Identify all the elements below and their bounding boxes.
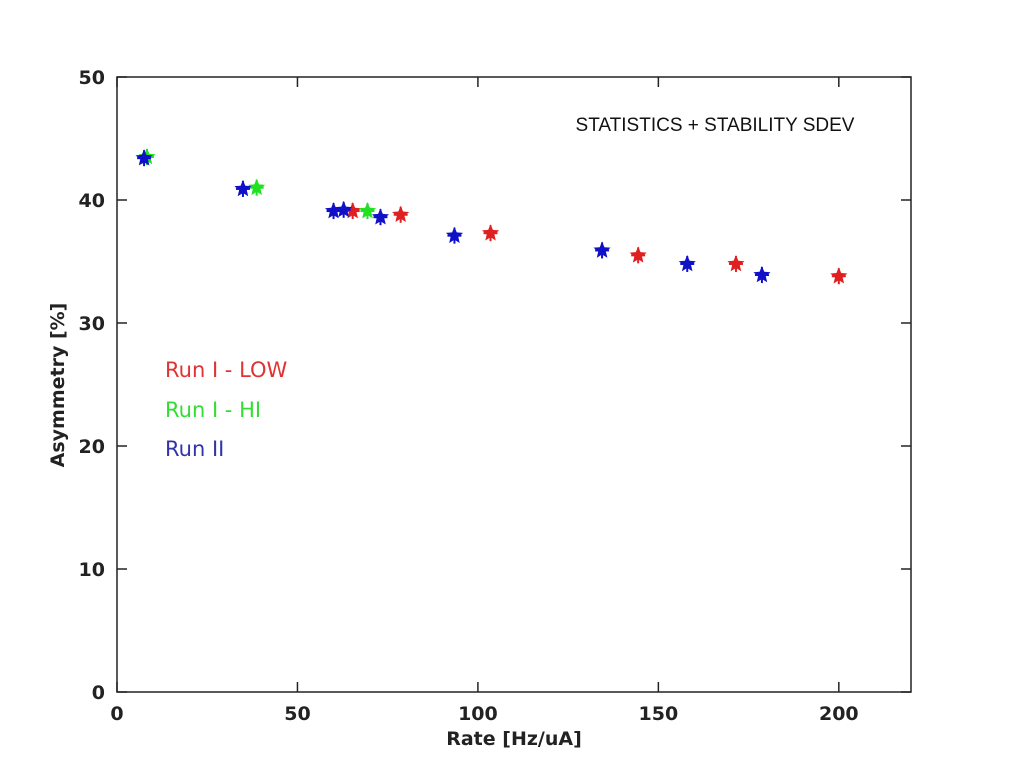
data-point-run-i-low [482, 224, 500, 242]
x-tick-label: 100 [458, 703, 498, 725]
data-point-run-i-hi [358, 202, 376, 220]
y-tick-label: 10 [79, 559, 105, 581]
data-point-run-ii [678, 255, 696, 272]
data-point-run-ii [371, 208, 389, 226]
annotation: STATISTICS + STABILITY SDEV [576, 115, 855, 136]
legend-entry-run2: Run II [165, 437, 224, 461]
data-point-run-i-hi [248, 178, 266, 196]
y-tick-label: 30 [79, 313, 105, 335]
data-point-run-ii [335, 200, 353, 218]
data-point-run-ii [325, 202, 343, 220]
data-point-run-ii [593, 241, 611, 259]
plot-frame [116, 76, 912, 693]
legend-entry-run1-low: Run I - LOW [165, 358, 288, 382]
data-point-run-i-low [392, 205, 410, 223]
x-tick-label: 150 [639, 703, 679, 725]
x-tick-label: 50 [284, 703, 310, 725]
x-tick-label: 0 [110, 703, 123, 725]
data-point-run-i-low [727, 255, 745, 272]
data-point-run-i-low [830, 267, 848, 285]
data-point-run-ii [135, 149, 153, 167]
y-tick-label: 40 [79, 190, 105, 212]
legend-entry-run1-hi: Run I - HI [165, 398, 261, 422]
data-point-run-i-low [629, 246, 647, 264]
data-point-run-ii [445, 226, 463, 244]
y-tick-label: 0 [92, 682, 105, 704]
data-point-run-i-low [344, 202, 362, 220]
y-tick-label: 20 [79, 436, 105, 458]
x-tick-label: 200 [819, 703, 859, 725]
data-point-run-ii [234, 179, 252, 197]
x-axis-label: Rate [Hz/uA] [446, 728, 582, 750]
y-axis-label: Asymmetry [%] [47, 303, 69, 468]
y-tick-label: 50 [79, 67, 105, 89]
data-point-run-ii [753, 266, 771, 284]
